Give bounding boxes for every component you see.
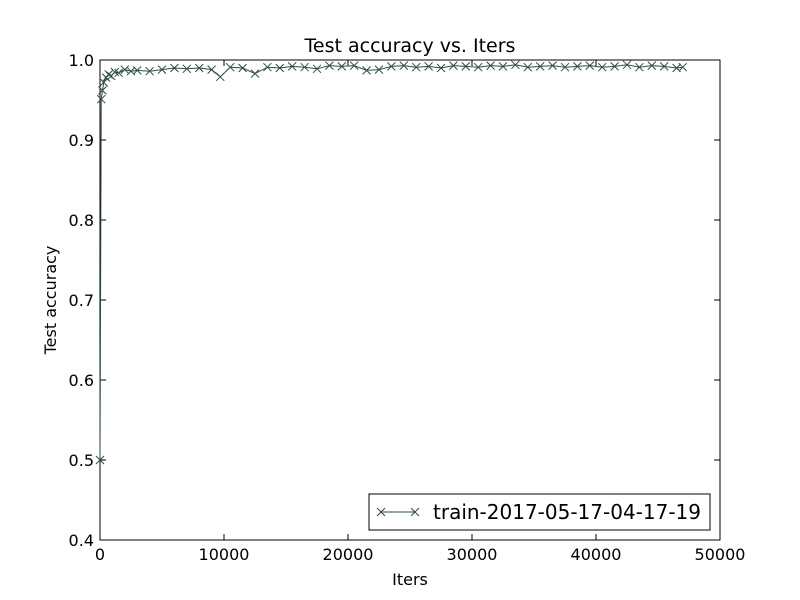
data-point bbox=[411, 62, 421, 72]
data-point bbox=[678, 62, 688, 72]
legend-label: train-2017-05-17-04-17-19 bbox=[433, 500, 701, 524]
data-point bbox=[132, 66, 142, 75]
data-point bbox=[95, 455, 105, 465]
data-point bbox=[461, 62, 471, 71]
x-tick-label: 50000 bbox=[695, 545, 746, 564]
y-tick-label: 0.6 bbox=[69, 371, 94, 390]
data-point bbox=[535, 62, 545, 71]
data-point bbox=[573, 62, 582, 71]
data-point bbox=[225, 62, 235, 72]
plot-frame bbox=[99, 59, 721, 541]
data-point bbox=[399, 61, 409, 70]
x-tick-label: 0 bbox=[95, 545, 105, 564]
y-tick-label: 0.8 bbox=[69, 211, 94, 230]
data-point bbox=[436, 63, 446, 73]
axes: 0 10000 20000 30000 40000 50000 0.4 0.5 0.6 0.7 0.… bbox=[69, 51, 746, 564]
data-point bbox=[486, 61, 495, 70]
legend-marker bbox=[410, 507, 420, 517]
data-point bbox=[511, 60, 520, 70]
data-point bbox=[300, 62, 309, 72]
data-point bbox=[374, 65, 384, 74]
data-point bbox=[207, 65, 216, 74]
y-tick-label: 0.7 bbox=[69, 291, 94, 310]
data-point bbox=[312, 64, 322, 74]
data-point bbox=[622, 60, 632, 70]
data-point bbox=[325, 61, 334, 70]
data-point bbox=[337, 62, 347, 71]
series-layer bbox=[95, 60, 688, 465]
y-tick-label: 0.5 bbox=[69, 451, 94, 470]
chart-title: Test accuracy vs. Iters bbox=[304, 35, 516, 57]
data-point bbox=[238, 63, 247, 73]
data-point bbox=[362, 66, 371, 75]
data-point bbox=[194, 63, 204, 73]
y-axis-title: Test accuracy bbox=[41, 246, 60, 356]
data-point bbox=[548, 61, 557, 70]
data-point bbox=[647, 61, 657, 70]
data-point bbox=[424, 62, 433, 71]
data-point bbox=[498, 62, 508, 71]
data-point bbox=[275, 63, 285, 73]
x-tick-label: 30000 bbox=[447, 545, 498, 564]
data-point bbox=[182, 64, 192, 74]
y-tick-label: 1.0 bbox=[69, 51, 94, 70]
data-point bbox=[215, 72, 225, 82]
data-point bbox=[610, 62, 619, 71]
data-point bbox=[560, 62, 570, 72]
data-point bbox=[157, 65, 167, 74]
data-point bbox=[96, 94, 106, 104]
data-point bbox=[349, 61, 359, 70]
data-point bbox=[287, 62, 297, 71]
data-point bbox=[98, 86, 107, 95]
data-point bbox=[597, 62, 607, 72]
data-point bbox=[659, 62, 669, 71]
x-tick-label: 20000 bbox=[323, 545, 374, 564]
legend: train-2017-05-17-04-17-19 bbox=[368, 493, 711, 531]
data-point bbox=[99, 78, 109, 87]
data-point bbox=[387, 62, 396, 71]
data-point bbox=[120, 65, 130, 74]
y-tick-label: 0.4 bbox=[69, 531, 94, 550]
data-point bbox=[145, 66, 154, 76]
series-line bbox=[99, 64, 683, 461]
data-point bbox=[170, 63, 179, 73]
x-tick-label: 10000 bbox=[199, 545, 250, 564]
data-point bbox=[114, 68, 123, 78]
data-point bbox=[585, 61, 595, 70]
data-point bbox=[523, 62, 533, 72]
data-point bbox=[250, 69, 260, 78]
data-point bbox=[635, 62, 644, 72]
y-tick-label: 0.9 bbox=[69, 131, 94, 150]
x-tick-label: 40000 bbox=[571, 545, 622, 564]
legend-box bbox=[368, 493, 711, 531]
legend-marker bbox=[376, 507, 386, 517]
data-point bbox=[104, 70, 114, 79]
data-point bbox=[473, 62, 483, 72]
data-point bbox=[263, 62, 272, 72]
data-point bbox=[110, 67, 120, 77]
data-point bbox=[449, 61, 458, 70]
x-axis-title: Iters bbox=[392, 570, 428, 589]
